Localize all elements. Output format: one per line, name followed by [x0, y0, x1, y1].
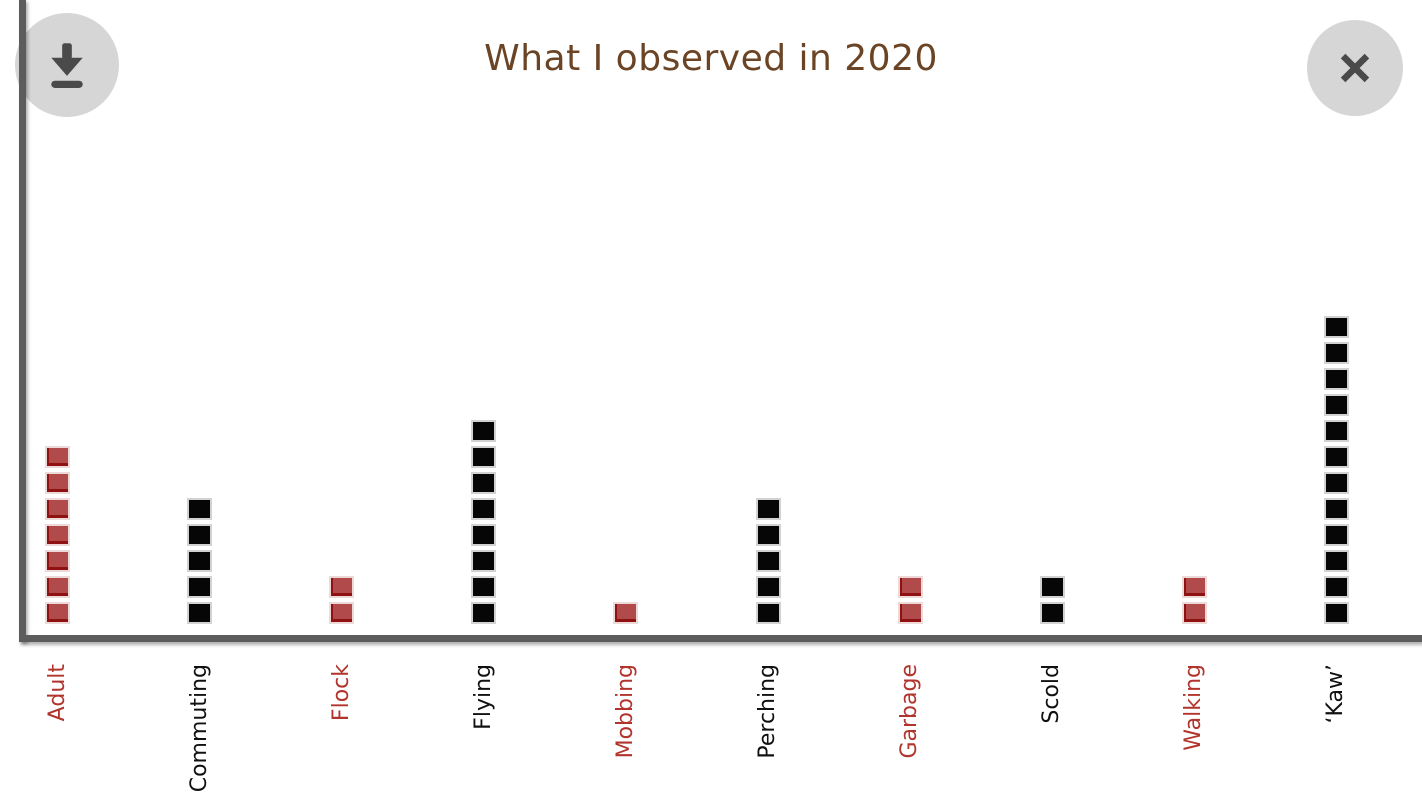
category-label-flying: Flying [470, 664, 496, 730]
red-unit-square [329, 576, 355, 598]
red-unit-square [45, 498, 70, 520]
category-label-perching: Perching [755, 664, 780, 759]
black-unit-square [471, 524, 497, 546]
download-button[interactable] [15, 13, 119, 117]
bar-column-perching [755, 498, 781, 624]
red-unit-square [45, 576, 70, 598]
black-unit-square [1039, 576, 1065, 598]
black-unit-square [755, 550, 781, 572]
red-unit-square [45, 550, 70, 572]
black-unit-square [755, 524, 781, 546]
black-unit-square [755, 602, 781, 624]
category-label-garbage: Garbage [897, 664, 923, 759]
black-unit-square [755, 498, 781, 520]
black-unit-square [471, 446, 497, 468]
bar-column-commuting [187, 498, 213, 624]
category-label-adult: Adult [44, 664, 70, 722]
black-unit-square [1323, 316, 1349, 338]
bar-column-walking [1181, 576, 1207, 624]
black-unit-square [1323, 524, 1349, 546]
black-unit-square [1039, 602, 1065, 624]
bar-column-mobbing [613, 602, 639, 624]
bar-column-kaw [1323, 316, 1349, 624]
black-unit-square [471, 602, 497, 624]
black-unit-square [471, 498, 497, 520]
category-label-kaw: ‘Kaw’ [1323, 664, 1349, 724]
red-unit-square [1181, 602, 1207, 624]
category-label-walking: Walking [1181, 664, 1207, 751]
black-unit-square [187, 602, 213, 624]
close-x-icon [1329, 42, 1381, 94]
black-unit-square [187, 550, 213, 572]
close-button[interactable] [1307, 20, 1403, 116]
red-unit-square [1181, 576, 1207, 598]
bar-column-flock [329, 576, 355, 624]
black-unit-square [187, 524, 213, 546]
black-unit-square [187, 498, 213, 520]
black-unit-square [1323, 602, 1349, 624]
category-label-flock: Flock [328, 664, 354, 722]
black-unit-square [1323, 420, 1349, 442]
category-label-mobbing: Mobbing [612, 664, 638, 759]
black-unit-square [1323, 550, 1349, 572]
y-axis-line [19, 0, 26, 642]
black-unit-square [1323, 394, 1349, 416]
bar-column-adult [45, 446, 70, 624]
x-axis-line [19, 635, 1422, 642]
black-unit-square [471, 420, 497, 442]
red-unit-square [45, 472, 70, 494]
red-unit-square [45, 602, 70, 624]
bar-column-flying [471, 420, 497, 624]
black-unit-square [471, 550, 497, 572]
black-unit-square [1323, 368, 1349, 390]
category-label-scold: Scold [1039, 664, 1065, 724]
red-unit-square [45, 446, 70, 468]
black-unit-square [1323, 342, 1349, 364]
black-unit-square [1323, 446, 1349, 468]
chart-title: What I observed in 2020 [484, 38, 938, 80]
black-unit-square [471, 472, 497, 494]
black-unit-square [1323, 472, 1349, 494]
bar-column-garbage [897, 576, 923, 624]
red-unit-square [897, 576, 923, 598]
black-unit-square [755, 576, 781, 598]
black-unit-square [1323, 498, 1349, 520]
black-unit-square [1323, 576, 1349, 598]
category-label-commuting: Commuting [186, 664, 212, 793]
red-unit-square [329, 602, 355, 624]
red-unit-square [897, 602, 923, 624]
black-unit-square [471, 576, 497, 598]
red-unit-square [613, 602, 639, 624]
bar-column-scold [1039, 576, 1065, 624]
black-unit-square [187, 576, 213, 598]
download-arrow-icon [38, 36, 96, 94]
red-unit-square [45, 524, 70, 546]
